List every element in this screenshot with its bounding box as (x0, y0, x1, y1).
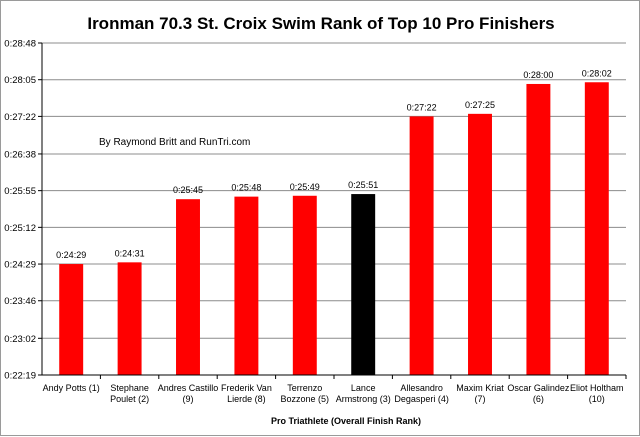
x-tick-label: Lierde (8) (227, 394, 266, 404)
y-tick-label: 0:27:22 (4, 112, 36, 123)
y-tick-label: 0:25:55 (4, 186, 36, 197)
bar (351, 194, 376, 375)
chart-annotation: By Raymond Britt and RunTri.com (99, 137, 250, 148)
x-tick-label: Maxim Kriat (456, 383, 504, 393)
x-tick-label: Frederik Van (221, 383, 272, 393)
x-tick-label: Stephane (110, 383, 149, 393)
data-label: 0:27:22 (407, 102, 437, 112)
bar (526, 83, 551, 375)
x-tick-label: Lance (351, 383, 376, 393)
x-tick-label: Bozzone (5) (281, 394, 330, 404)
x-tick-label: (6) (533, 394, 544, 404)
y-tick-label: 0:28:48 (4, 39, 36, 50)
data-label: 0:28:00 (523, 70, 553, 80)
bar (584, 82, 609, 375)
x-tick-label: (10) (589, 394, 605, 404)
data-label: 0:27:25 (465, 100, 495, 110)
bar-layer (59, 82, 609, 375)
data-label: 0:25:48 (231, 183, 261, 193)
x-tick-label: Poulet (2) (110, 394, 149, 404)
x-tick-label: Armstrong (3) (336, 394, 391, 404)
x-tick-label: Eliot Holtham (570, 383, 624, 393)
y-tick-label: 0:28:05 (4, 75, 36, 86)
x-tick-label: Andres Castillo (158, 383, 219, 393)
data-label: 0:25:51 (348, 180, 378, 190)
data-label: 0:25:49 (290, 182, 320, 192)
bar (59, 264, 84, 375)
x-tick-label: (7) (475, 394, 486, 404)
y-tick-label: 0:22:19 (4, 371, 36, 382)
label-layer: 0:22:19 0:23:02 0:23:46 0:24:29 0:25:12 0:25:… (4, 39, 623, 405)
x-axis-title: Pro Triathlete (Overall Finish Rank) (271, 416, 421, 426)
x-tick-label: Degasperi (4) (394, 394, 449, 404)
bar (117, 262, 142, 375)
y-tick-label: 0:25:12 (4, 223, 36, 234)
data-label: 0:28:02 (582, 68, 612, 78)
chart-title: Ironman 70.3 St. Croix Swim Rank of Top … (87, 14, 554, 33)
bar (176, 199, 200, 375)
x-tick-label: Andy Potts (1) (43, 383, 100, 393)
y-tick-label: 0:24:29 (4, 260, 36, 271)
y-tick-label: 0:23:46 (4, 296, 36, 307)
data-label: 0:25:45 (173, 185, 203, 195)
bar (234, 196, 259, 375)
x-tick-label: Oscar Galindez (507, 383, 570, 393)
data-label: 0:24:29 (56, 250, 86, 260)
axis-layer (38, 42, 627, 379)
y-tick-label: 0:26:38 (4, 149, 36, 160)
bar (292, 195, 317, 375)
data-label: 0:24:31 (115, 248, 145, 258)
x-tick-label: Terrenzo (287, 383, 322, 393)
bar (409, 116, 434, 375)
y-tick-label: 0:23:02 (4, 334, 36, 345)
x-tick-label: (9) (183, 394, 194, 404)
bar (468, 113, 492, 375)
x-tick-label: Allesandro (400, 383, 443, 393)
